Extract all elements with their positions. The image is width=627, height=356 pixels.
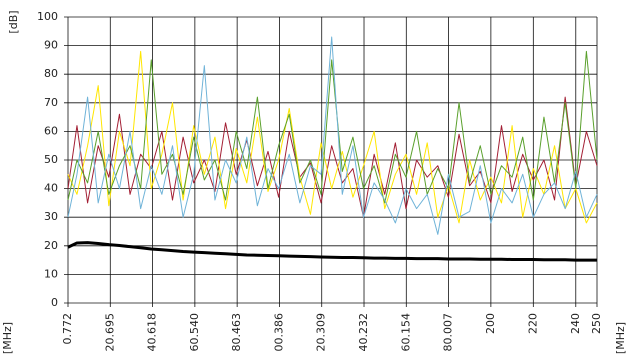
x-tick-label: 20.309 [315, 313, 328, 352]
y-tick-label: 40 [44, 182, 58, 195]
y-tick-label: 60 [44, 124, 58, 137]
x-tick-label: 0.772 [61, 313, 74, 345]
x-axis-label: [MHz] [614, 322, 627, 354]
x-axis-label: [MHz] [1, 322, 14, 354]
y-tick-label: 90 [44, 39, 58, 52]
x-tick-label: 40.618 [146, 313, 159, 352]
y-axis-label: [dB] [7, 10, 20, 33]
series-line [67, 50, 598, 204]
x-tick-label: 40.232 [357, 313, 370, 352]
y-tick-label: 50 [44, 153, 58, 166]
y-tick-label: 20 [44, 239, 58, 252]
x-tick-label: 60.540 [188, 313, 201, 352]
x-tick-label: 60.154 [399, 313, 412, 352]
y-tick-label: 30 [44, 210, 58, 223]
y-tick-label: 100 [37, 10, 58, 23]
x-tick-label: 250 [590, 313, 603, 334]
x-tick-label: 00.386 [272, 313, 285, 352]
series-line [67, 241, 597, 262]
series-line [67, 50, 598, 224]
series-line [67, 36, 598, 235]
x-tick-label: 80.007 [441, 313, 454, 352]
y-tick-label: 0 [51, 296, 58, 309]
x-tick-label: 80.463 [230, 313, 243, 352]
x-tick-label: 220 [526, 313, 539, 334]
y-tick-label: 70 [44, 96, 58, 109]
x-tick-label: 20.695 [103, 313, 116, 352]
y-tick-label: 80 [44, 67, 58, 80]
x-tick-label: 240 [569, 313, 582, 334]
y-tick-label: 10 [44, 267, 58, 280]
x-tick-label: 200 [484, 313, 497, 334]
series-line [67, 96, 598, 218]
